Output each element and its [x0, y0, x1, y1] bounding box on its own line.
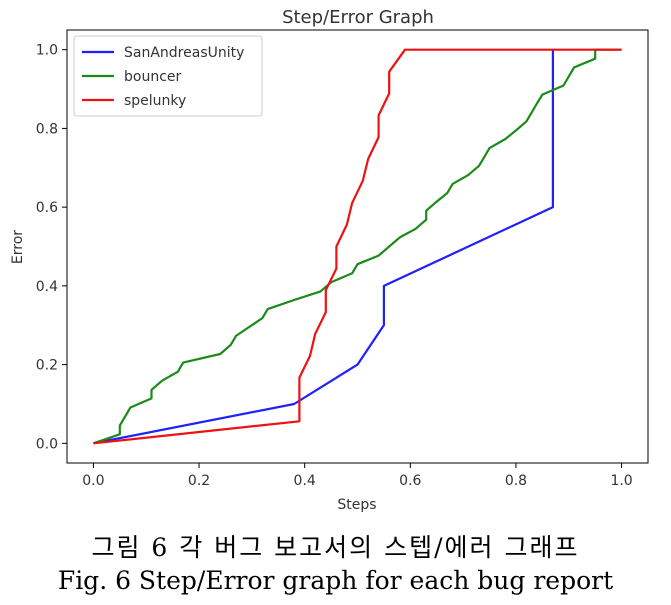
- legend-label: bouncer: [124, 69, 182, 85]
- x-tick-label: 0.2: [188, 473, 210, 489]
- x-tick-label: 0.4: [294, 473, 316, 489]
- y-tick-label: 0.2: [36, 358, 58, 374]
- y-tick-label: 1.0: [36, 43, 58, 59]
- x-axis-label: Steps: [337, 497, 376, 513]
- x-tick-label: 0.8: [505, 473, 527, 489]
- legend-label: spelunky: [124, 93, 186, 109]
- legend-label: SanAndreasUnity: [124, 45, 244, 61]
- step-error-chart: Step/Error Graph 0.0 0.2 0.4 0.6 0.8 1.00.00.…: [10, 7, 649, 513]
- series-line-sanandreasunity: [93, 49, 555, 445]
- caption-korean: 그림 6 각 버그 보고서의 스텝/에러 그래프: [91, 533, 580, 562]
- y-tick-label: 0.8: [36, 121, 58, 137]
- y-axis-label: Error: [10, 230, 26, 264]
- legend: SanAndreasUnity bouncer spelunky: [73, 35, 263, 117]
- axis-ticks: 0.0 0.2 0.4 0.6 0.8 1.0 0.0 0.2 0.4 0.6 0.8 1.0: [36, 43, 633, 489]
- caption-english: Fig. 6 Step/Error graph for each bug rep…: [57, 566, 614, 595]
- y-tick-label: 0.6: [36, 200, 58, 216]
- legend-box: [73, 35, 263, 117]
- plot-area-frame: [66, 29, 649, 464]
- series-lines: [93, 48, 622, 445]
- series-line-spelunky: [93, 48, 622, 445]
- x-tick-label: 0.6: [399, 473, 421, 489]
- y-tick-label: 0.4: [36, 279, 58, 295]
- x-tick-label: 0.0: [82, 473, 104, 489]
- series-line-bouncer: [93, 48, 622, 445]
- x-tick-label: 1.0: [610, 473, 632, 489]
- y-tick-label: 0.0: [36, 436, 58, 452]
- chart-title: Step/Error Graph: [282, 7, 434, 28]
